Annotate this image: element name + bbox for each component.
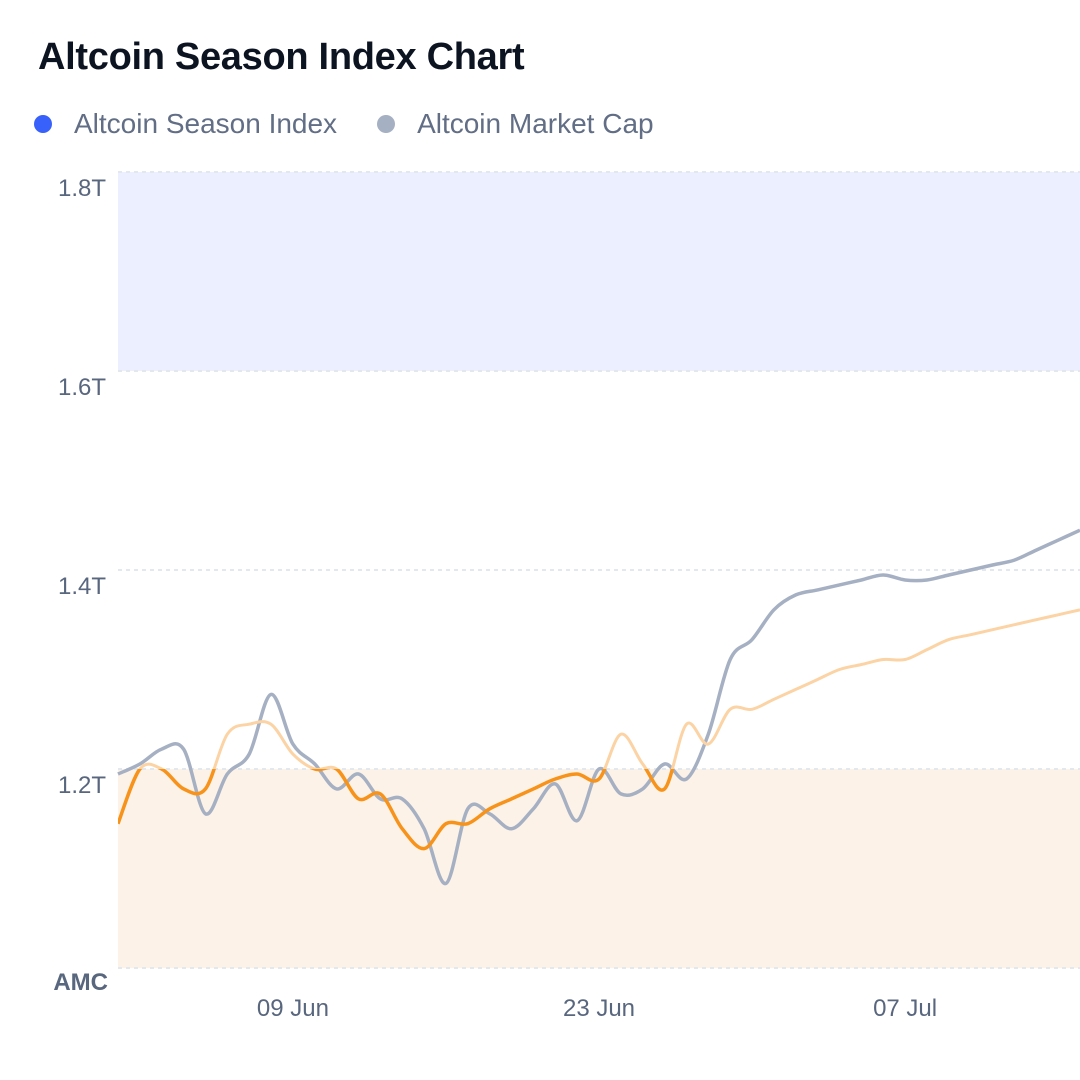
altcoin-season-band xyxy=(118,172,1080,371)
legend-dot-market-cap xyxy=(377,115,396,133)
legend-item-market-cap[interactable]: Altcoin Market Cap xyxy=(377,108,654,140)
series-line-altcoin-season-index-upper xyxy=(138,608,1080,769)
series-line-altcoin-season-index xyxy=(118,769,675,851)
bitcoin-season-band xyxy=(118,769,1080,968)
x-tick-label: 09 Jun xyxy=(257,995,329,1022)
legend-dot-season-index xyxy=(34,115,52,133)
legend-label-season-index: Altcoin Season Index xyxy=(74,108,338,139)
x-tick-label: 23 Jun xyxy=(563,995,635,1022)
line-chart[interactable]: 1.8T 1.6T 1.4T 1.2T AMC 09 Jun 23 Jun 07 Jul xyxy=(0,160,1080,1060)
y-tick-label: 1.4T xyxy=(58,573,106,600)
chart-legend: Altcoin Season Index Altcoin Market Cap xyxy=(34,108,694,140)
y-axis-unit-label: AMC xyxy=(53,969,108,996)
series-line-altcoin-market-cap xyxy=(117,528,1080,886)
y-tick-label: 1.8T xyxy=(58,175,106,202)
y-tick-label: 1.2T xyxy=(58,772,106,799)
y-tick-label: 1.6T xyxy=(58,374,106,401)
x-tick-label: 07 Jul xyxy=(873,995,937,1022)
legend-item-season-index[interactable]: Altcoin Season Index xyxy=(34,108,337,140)
legend-label-market-cap: Altcoin Market Cap xyxy=(417,108,654,139)
chart-title: Altcoin Season Index Chart xyxy=(38,36,525,78)
